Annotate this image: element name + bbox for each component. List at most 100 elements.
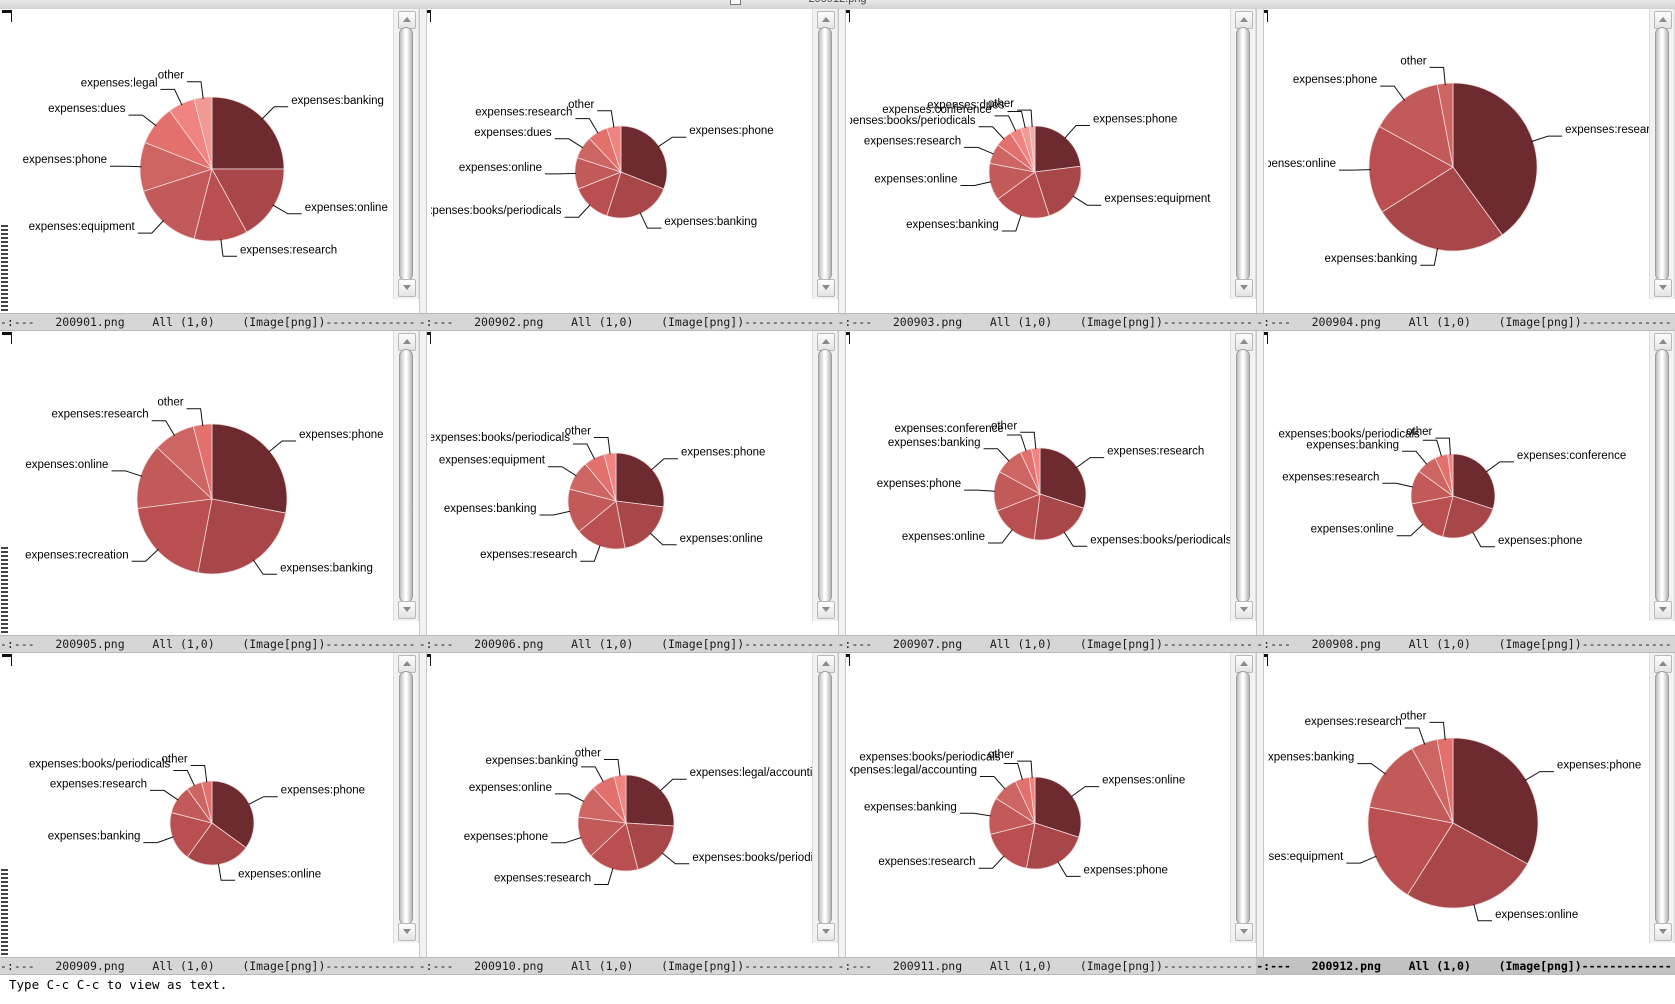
label-leader-line (111, 470, 143, 477)
label-leader-line (1063, 125, 1090, 139)
image-buffer[interactable]: expenses:research expenses:banking expense… (1256, 9, 1675, 315)
mode-line[interactable]: -:--- 200908.png All (1,0) (Image[png])-… (1256, 635, 1675, 653)
mode-line[interactable]: -:--- 200902.png All (1,0) (Image[png])-… (418, 313, 838, 331)
scroll-up-arrow-icon[interactable] (1654, 655, 1672, 673)
emacs-window[interactable]: expenses:phone expenses:banking expenses:r… (0, 331, 419, 653)
scrollbar-thumb[interactable] (398, 671, 413, 925)
mode-line[interactable]: -:--- 200903.png All (1,0) (Image[png])-… (837, 313, 1257, 331)
image-buffer[interactable]: expenses:phone expenses:online expenses:eq… (1256, 653, 1675, 959)
vertical-scrollbar[interactable] (1649, 9, 1675, 299)
label-leader-line (248, 796, 278, 805)
image-buffer[interactable]: expenses:online expenses:phone expenses:re… (837, 653, 1257, 959)
scroll-down-arrow-icon[interactable] (816, 923, 835, 941)
emacs-window[interactable]: expenses:conference expenses:phone expense… (1256, 331, 1675, 653)
image-buffer[interactable]: expenses:phone expenses:online expenses:ba… (0, 653, 419, 959)
vertical-scrollbar[interactable] (1230, 9, 1257, 299)
scroll-down-arrow-icon[interactable] (1235, 279, 1254, 297)
pie-slice-label: expenses:research (50, 778, 147, 790)
emacs-window[interactable]: expenses:research expenses:books/periodic… (837, 331, 1257, 653)
emacs-window[interactable]: expenses:phone expenses:online expenses:eq… (1256, 653, 1675, 975)
scrollbar-thumb[interactable] (817, 349, 832, 603)
scroll-down-arrow-icon[interactable] (397, 279, 416, 297)
scroll-down-arrow-icon[interactable] (1235, 923, 1254, 941)
image-buffer[interactable]: expenses:phone expenses:equipment expenses… (837, 9, 1257, 315)
vertical-scrollbar[interactable] (1649, 331, 1675, 621)
mode-line[interactable]: -:--- 200905.png All (1,0) (Image[png])-… (0, 635, 419, 653)
image-buffer[interactable]: expenses:banking expenses:online expenses:… (0, 9, 419, 315)
scrollbar-thumb[interactable] (1236, 349, 1251, 603)
pie-slice-label: expenses:phone (681, 447, 765, 459)
window-divider[interactable] (418, 331, 427, 637)
mode-line[interactable]: -:--- 200911.png All (1,0) (Image[png])-… (837, 957, 1257, 975)
image-buffer[interactable]: expenses:phone expenses:banking expenses:r… (0, 331, 419, 637)
mode-line[interactable]: -:--- 200904.png All (1,0) (Image[png])-… (1256, 313, 1675, 331)
emacs-window[interactable]: expenses:banking expenses:online expenses:… (0, 9, 419, 331)
image-buffer[interactable]: expenses:conference expenses:phone expense… (1256, 331, 1675, 637)
scroll-down-arrow-icon[interactable] (816, 601, 835, 619)
scrollbar-thumb[interactable] (398, 349, 413, 603)
window-divider[interactable] (1256, 9, 1265, 315)
image-buffer[interactable]: expenses:research expenses:books/periodic… (837, 331, 1257, 637)
window-divider[interactable] (418, 9, 427, 315)
mode-line[interactable]: -:--- 200910.png All (1,0) (Image[png])-… (418, 957, 838, 975)
scrollbar-thumb[interactable] (1655, 349, 1669, 603)
scroll-down-arrow-icon[interactable] (397, 923, 416, 941)
scrollbar-thumb[interactable] (1655, 671, 1669, 925)
window-divider[interactable] (837, 9, 846, 315)
mode-line[interactable]: -:--- 200912.png All (1,0) (Image[png])-… (1256, 957, 1675, 975)
vertical-scrollbar[interactable] (1649, 653, 1675, 943)
vertical-scrollbar[interactable] (811, 331, 838, 621)
mode-line[interactable]: -:--- 200906.png All (1,0) (Image[png])-… (418, 635, 838, 653)
scroll-down-arrow-icon[interactable] (1654, 279, 1672, 297)
label-leader-line (639, 212, 662, 229)
label-leader-line (1016, 109, 1033, 128)
scroll-down-arrow-icon[interactable] (816, 279, 835, 297)
emacs-window[interactable]: expenses:phone expenses:equipment expenses… (837, 9, 1257, 331)
mode-line-text: -:--- 200911.png All (1,0) (Image[png])-… (837, 959, 1253, 973)
pie-slice-label: expenses:phone (23, 154, 107, 166)
window-divider[interactable] (1256, 331, 1265, 637)
emacs-window[interactable]: expenses:legal/accounting expenses:books/… (418, 653, 838, 975)
scrollbar-thumb[interactable] (817, 27, 832, 281)
image-buffer[interactable]: expenses:phone expenses:banking expenses:b… (418, 9, 838, 315)
mode-line[interactable]: -:--- 200909.png All (1,0) (Image[png])-… (0, 957, 419, 975)
scroll-up-arrow-icon[interactable] (816, 655, 835, 673)
label-leader-line (1486, 461, 1515, 473)
scroll-down-arrow-icon[interactable] (1654, 601, 1672, 619)
mode-line[interactable]: -:--- 200901.png All (1,0) (Image[png])-… (0, 313, 419, 331)
scroll-up-arrow-icon[interactable] (816, 11, 835, 29)
vertical-scrollbar[interactable] (1230, 653, 1257, 943)
pie-chart: expenses:online expenses:phone expenses:re… (850, 653, 1231, 959)
label-leader-line (994, 115, 1016, 132)
scrollbar-thumb[interactable] (398, 27, 413, 281)
pie-chart-svg: expenses:phone expenses:banking expenses:b… (431, 99, 773, 229)
emacs-window[interactable]: expenses:online expenses:phone expenses:re… (837, 653, 1257, 975)
scrollbar-thumb[interactable] (1236, 27, 1251, 281)
label-leader-line (1396, 523, 1424, 537)
scroll-down-arrow-icon[interactable] (397, 601, 416, 619)
scroll-up-arrow-icon[interactable] (397, 11, 416, 29)
scroll-down-arrow-icon[interactable] (1235, 601, 1254, 619)
window-divider[interactable] (1256, 653, 1265, 959)
scrollbar-thumb[interactable] (817, 671, 832, 925)
window-divider[interactable] (418, 653, 427, 959)
vertical-scrollbar[interactable] (811, 653, 838, 943)
vertical-scrollbar[interactable] (392, 9, 419, 299)
window-divider[interactable] (837, 331, 846, 637)
vertical-scrollbar[interactable] (392, 653, 419, 943)
scrollbar-thumb[interactable] (1655, 27, 1669, 281)
emacs-window[interactable]: expenses:phone expenses:online expenses:ba… (0, 653, 419, 975)
emacs-window[interactable]: expenses:phone expenses:banking expenses:b… (418, 9, 838, 331)
mode-line[interactable]: -:--- 200907.png All (1,0) (Image[png])-… (837, 635, 1257, 653)
scrollbar-thumb[interactable] (1236, 671, 1251, 925)
scroll-up-arrow-icon[interactable] (816, 333, 835, 351)
emacs-window[interactable]: expenses:research expenses:banking expense… (1256, 9, 1675, 331)
image-buffer[interactable]: expenses:phone expenses:online expenses:re… (418, 331, 838, 637)
scroll-down-arrow-icon[interactable] (1654, 923, 1672, 941)
emacs-window[interactable]: expenses:phone expenses:online expenses:re… (418, 331, 838, 653)
window-divider[interactable] (837, 653, 846, 959)
image-buffer[interactable]: expenses:legal/accounting expenses:books/… (418, 653, 838, 959)
vertical-scrollbar[interactable] (1230, 331, 1257, 621)
vertical-scrollbar[interactable] (811, 9, 838, 299)
vertical-scrollbar[interactable] (392, 331, 419, 621)
